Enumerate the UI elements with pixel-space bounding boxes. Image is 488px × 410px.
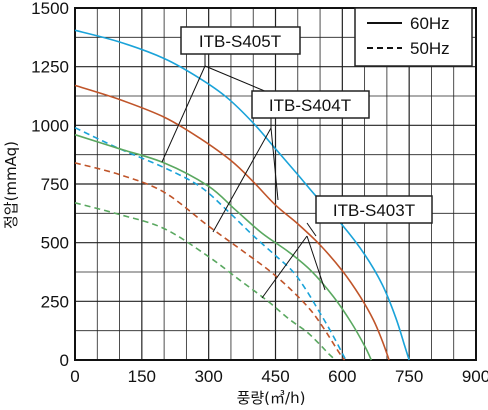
x-tick-label: 150 [128,367,156,386]
callout-leader [161,65,206,163]
legend-box [354,7,473,67]
x-tick-label: 750 [395,367,423,386]
x-axis-label: 풍량(㎥/h) [237,389,306,407]
y-tick-label: 750 [41,175,69,194]
chart-series [74,29,410,361]
x-tick-label: 0 [70,367,79,386]
y-axis-label: 정압(mmAq) [2,141,20,229]
y-tick-label: 1000 [31,116,69,135]
callout-leader [306,235,326,291]
y-tick-label: 250 [41,292,69,311]
y-tick-label: 500 [41,234,69,253]
label-itb-s403t: ITB-S403T [333,201,415,220]
label-box-itb-s404t: ITB-S404T [251,90,370,119]
label-itb-s404t: ITB-S404T [269,96,351,115]
series-line-itb-s405t-50hz [74,126,348,361]
series-line-itb-s405t-60hz [74,29,410,361]
series-line-itb-s403t-60hz [74,133,373,361]
y-tick-label: 1500 [31,0,69,18]
y-tick-label: 0 [60,351,69,370]
callout-leader [261,235,308,299]
plot-frame [74,7,477,361]
model-callouts [161,54,326,299]
chart-grid [74,7,477,361]
label-itb-s405t: ITB-S405T [199,32,281,51]
x-tick-label: 450 [261,367,289,386]
x-tick-label: 900 [462,367,488,386]
legend-label-60hz: 60Hz [410,14,450,33]
label-box-itb-s405t: ITB-S405T [180,26,301,55]
x-tick-label: 600 [328,367,356,386]
callout-leader [306,222,317,237]
y-tick-label: 1250 [31,58,69,77]
label-box-itb-s403t: ITB-S403T [315,195,433,224]
series-line-itb-s404t-50hz [74,162,346,361]
series-line-itb-s404t-60hz [74,84,390,361]
legend: 60Hz 50Hz [354,7,473,67]
series-line-itb-s403t-50hz [74,202,337,361]
x-tick-label: 300 [194,367,222,386]
legend-label-50hz: 50Hz [410,39,450,58]
callout-leader [270,127,279,201]
callout-leader [212,127,272,233]
chart-ticks: 0 150 300 450 600 750 900 0 250 500 750 1000 1250 150… [31,0,488,386]
